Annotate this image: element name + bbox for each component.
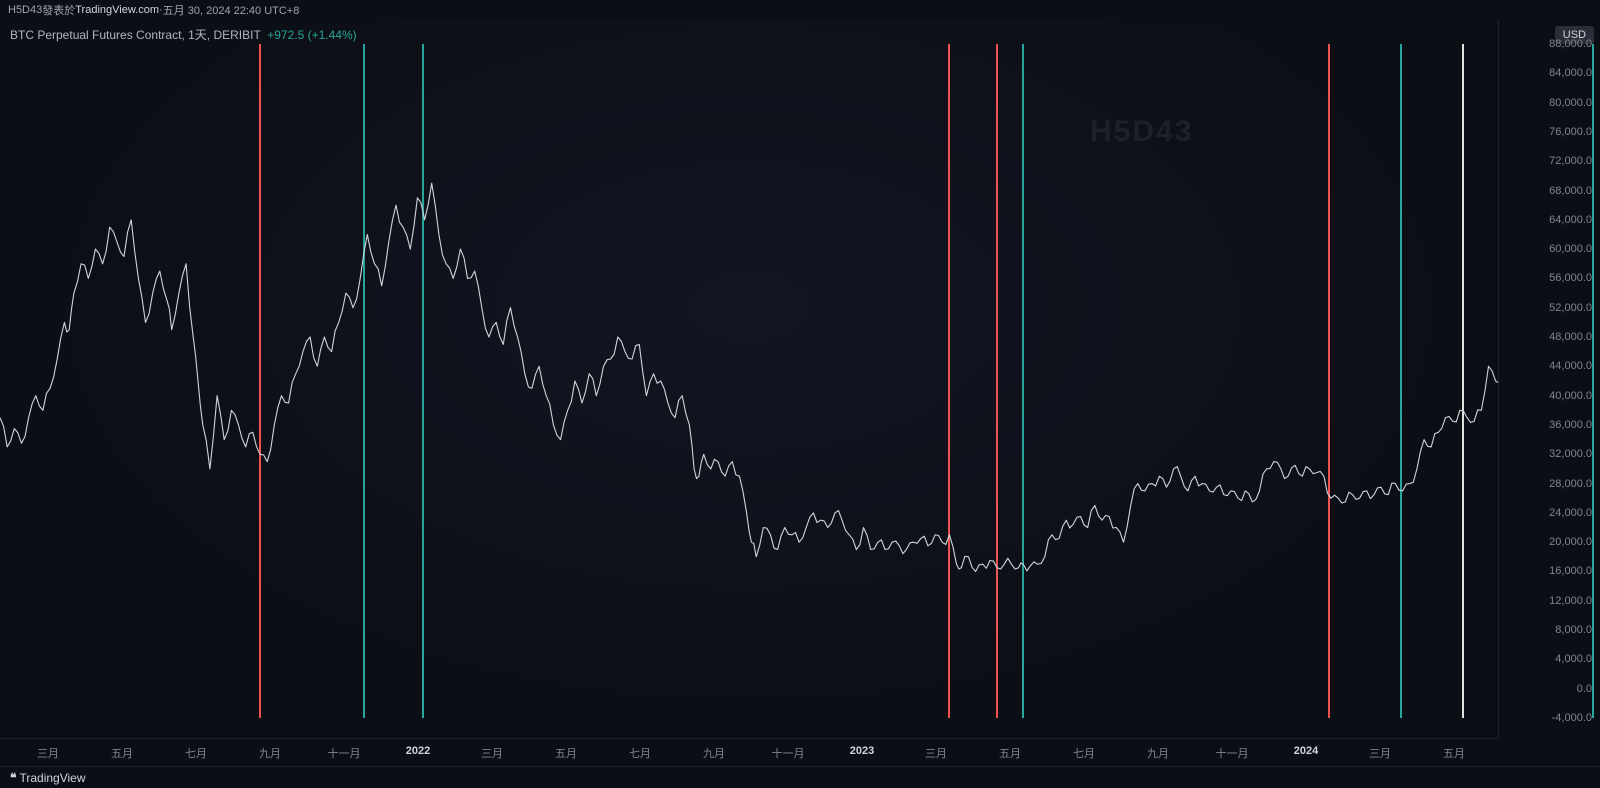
y-axis-tick: 28,000.0 bbox=[1549, 478, 1592, 490]
legend-exchange: DERIBIT bbox=[213, 28, 260, 42]
site-name: TradingView.com bbox=[75, 4, 159, 16]
y-axis-tick: 36,000.0 bbox=[1549, 419, 1592, 431]
legend-change-abs: +972.5 bbox=[267, 28, 304, 42]
y-axis-tick: 4,000.0 bbox=[1555, 653, 1592, 665]
y-axis-tick: 84,000.0 bbox=[1549, 67, 1592, 79]
y-axis-tick: 0.0 bbox=[1577, 683, 1592, 695]
x-axis-year-tick: 2022 bbox=[406, 745, 430, 757]
y-axis-tick: 76,000.0 bbox=[1549, 126, 1592, 138]
y-axis-tick: 80,000.0 bbox=[1549, 97, 1592, 109]
publish-prefix: 發表於 bbox=[42, 2, 75, 18]
y-axis-tick: 16,000.0 bbox=[1549, 565, 1592, 577]
y-axis-tick: 48,000.0 bbox=[1549, 331, 1592, 343]
x-axis-month-tick: 五月 bbox=[999, 745, 1021, 761]
legend-change-pct: (+1.44%) bbox=[308, 28, 357, 42]
green-event-line bbox=[1592, 44, 1594, 718]
time-axis[interactable]: 三月 五月 七月 九月 十一月 2022 三月 五月 七月 九月 十一月 2023 三月 五月 七月 九月 十一… bbox=[0, 738, 1498, 766]
x-axis-month-tick: 三月 bbox=[1369, 745, 1391, 761]
y-axis-tick: 64,000.0 bbox=[1549, 214, 1592, 226]
publish-info-bar: H5D43 發表於 TradingView.com · 五月 30, 2024 … bbox=[0, 0, 1600, 20]
y-axis-tick: 40,000.0 bbox=[1549, 390, 1592, 402]
tradingview-logo[interactable]: ⁠❝TradingView bbox=[10, 771, 86, 785]
chart-legend: BTC Perpetual Futures Contract, 1天, DERI… bbox=[10, 26, 357, 43]
x-axis-month-tick: 五月 bbox=[555, 745, 577, 761]
x-axis-month-tick: 十一月 bbox=[1216, 745, 1249, 761]
y-axis-tick: 72,000.0 bbox=[1549, 155, 1592, 167]
x-axis-month-tick: 五月 bbox=[111, 745, 133, 761]
y-axis-tick: 20,000.0 bbox=[1549, 536, 1592, 548]
x-axis-month-tick: 七月 bbox=[185, 745, 207, 761]
bottom-bar: ⁠❝TradingView bbox=[0, 766, 1600, 788]
y-axis-tick: 44,000.0 bbox=[1549, 360, 1592, 372]
x-axis-month-tick: 九月 bbox=[1147, 745, 1169, 761]
x-axis-month-tick: 三月 bbox=[481, 745, 503, 761]
x-axis-month-tick: 九月 bbox=[259, 745, 281, 761]
author: H5D43 bbox=[8, 4, 42, 16]
y-axis-tick: 56,000.0 bbox=[1549, 272, 1592, 284]
y-axis-tick: 68,000.0 bbox=[1549, 185, 1592, 197]
legend-interval: 1天 bbox=[188, 28, 207, 42]
y-axis-tick: 32,000.0 bbox=[1549, 448, 1592, 460]
price-plot-area[interactable]: BTC Perpetual Futures Contract, 1天, DERI… bbox=[0, 20, 1498, 738]
price-axis[interactable]: USD -4,000.00.04,000.08,000.012,000.016,… bbox=[1498, 20, 1600, 738]
legend-symbol: BTC Perpetual Futures Contract bbox=[10, 28, 181, 42]
y-axis-tick: 24,000.0 bbox=[1549, 507, 1592, 519]
y-axis-tick: 60,000.0 bbox=[1549, 243, 1592, 255]
y-axis-tick: 8,000.0 bbox=[1555, 624, 1592, 636]
x-axis-month-tick: 五月 bbox=[1443, 745, 1465, 761]
y-axis-tick: 88,000.0 bbox=[1549, 38, 1592, 50]
x-axis-year-tick: 2023 bbox=[850, 745, 874, 757]
x-axis-month-tick: 三月 bbox=[37, 745, 59, 761]
x-axis-month-tick: 十一月 bbox=[772, 745, 805, 761]
x-axis-year-tick: 2024 bbox=[1294, 745, 1318, 757]
chart-container: BTC Perpetual Futures Contract, 1天, DERI… bbox=[0, 20, 1600, 766]
y-axis-tick: -4,000.0 bbox=[1552, 712, 1592, 724]
x-axis-month-tick: 九月 bbox=[703, 745, 725, 761]
price-line-series bbox=[0, 20, 1498, 738]
x-axis-month-tick: 七月 bbox=[629, 745, 651, 761]
x-axis-month-tick: 七月 bbox=[1073, 745, 1095, 761]
y-axis-tick: 52,000.0 bbox=[1549, 302, 1592, 314]
publish-timestamp: 五月 30, 2024 22:40 UTC+8 bbox=[163, 2, 300, 18]
x-axis-month-tick: 十一月 bbox=[328, 745, 361, 761]
tradingview-logo-icon: ⁠❝ bbox=[10, 771, 15, 785]
x-axis-month-tick: 三月 bbox=[925, 745, 947, 761]
y-axis-tick: 12,000.0 bbox=[1549, 595, 1592, 607]
